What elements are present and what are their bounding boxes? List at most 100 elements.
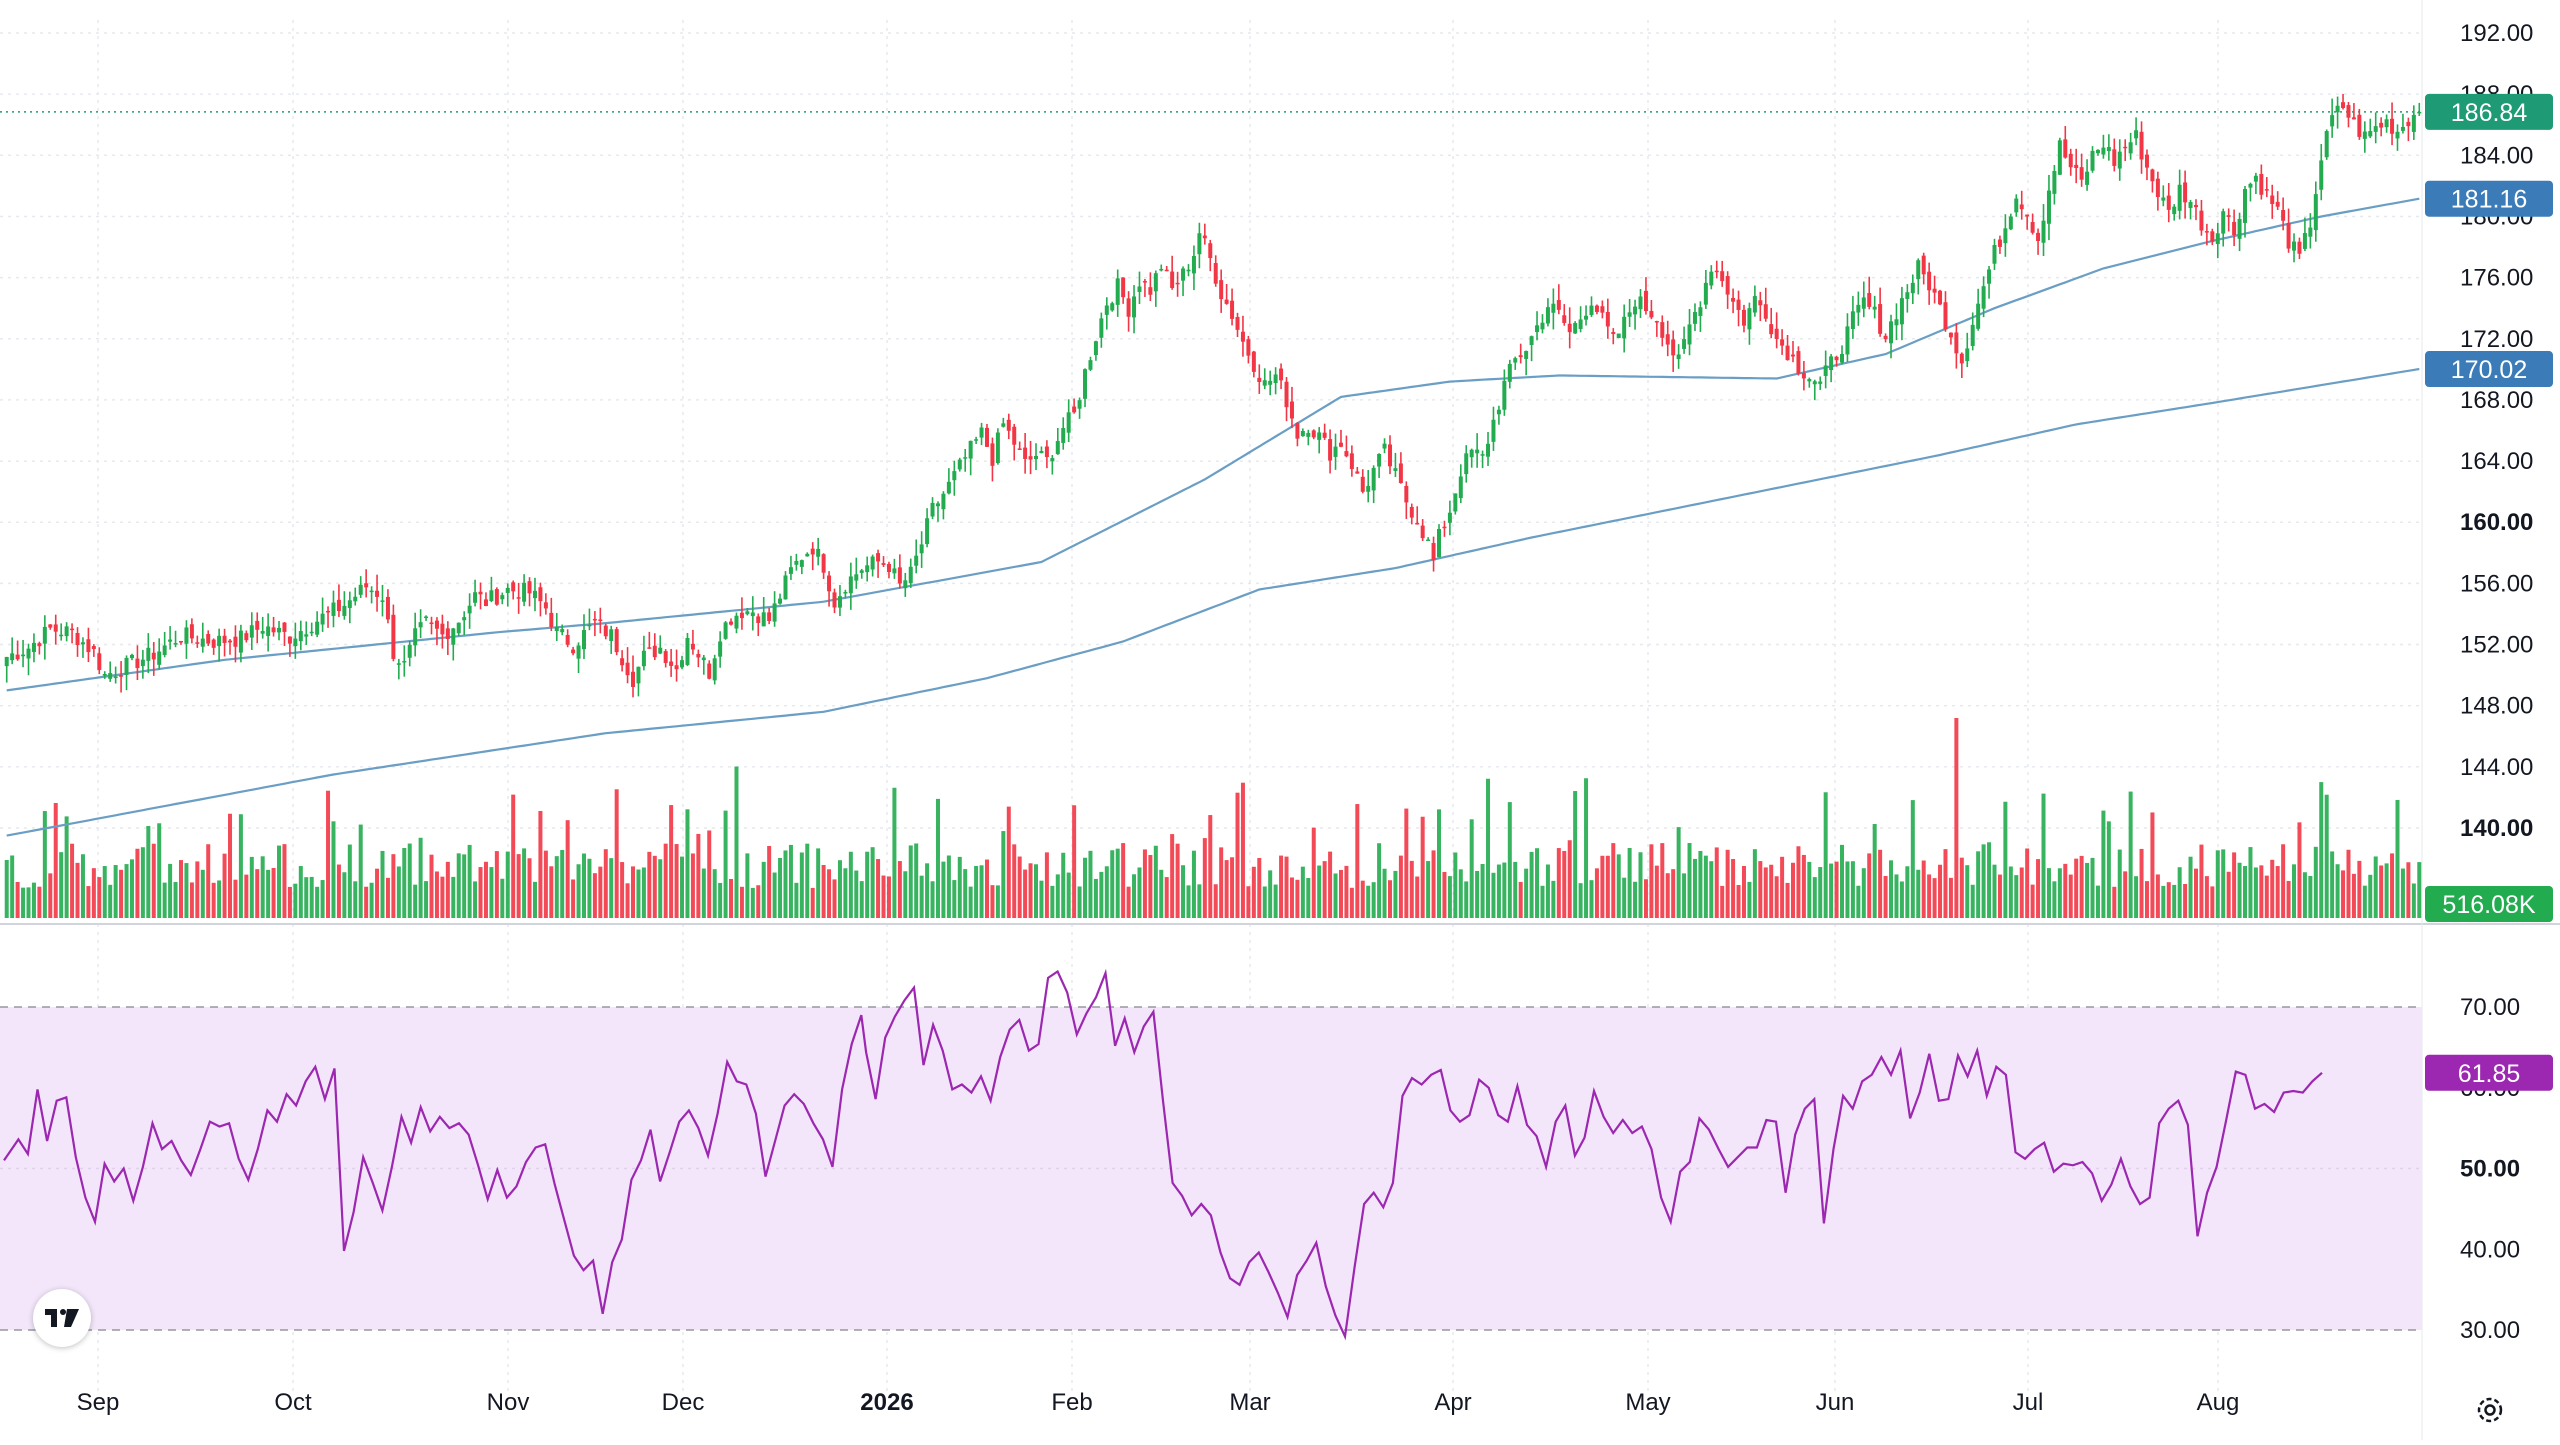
volume-bar (1349, 887, 1354, 918)
candle-body (598, 619, 603, 621)
gear-icon[interactable] (2470, 1390, 2510, 1430)
candle-body (2368, 131, 2373, 137)
candle-body (2297, 241, 2302, 254)
candle-body (1507, 363, 1512, 382)
volume-bar (1137, 867, 1142, 918)
volume-bar (59, 852, 64, 918)
candle-body (576, 645, 581, 659)
volume-bar (86, 886, 91, 918)
volume-bar (2270, 859, 2275, 918)
candle-body (1622, 316, 1627, 339)
volume-bar (1910, 800, 1915, 918)
rsi-axis-label: 50.00 (2460, 1156, 2520, 1183)
candle-body (10, 653, 15, 661)
volume-bar (658, 859, 663, 918)
volume-bar (1643, 879, 1648, 918)
candle-body (2090, 150, 2095, 171)
candle-body (1213, 263, 1218, 284)
volume-bar (424, 881, 429, 918)
volume-bar (129, 859, 134, 918)
candle-body (1970, 324, 1975, 346)
price-axis-label: 176.00 (2460, 265, 2533, 292)
tradingview-logo-icon[interactable] (33, 1289, 91, 1347)
candle-body (903, 580, 908, 589)
candle-body (206, 634, 211, 644)
candle-body (157, 651, 162, 665)
candle-body (1932, 288, 1937, 293)
volume-bar (467, 844, 472, 918)
candle-body (440, 623, 445, 635)
volume-bar (1115, 848, 1120, 918)
volume-bar (1083, 857, 1088, 918)
candle-body (1289, 401, 1294, 419)
volume-bar (837, 860, 842, 918)
volume-bar (1938, 864, 1943, 918)
candle-body (2253, 175, 2258, 182)
volume-bar (2330, 851, 2335, 918)
volume-bar (75, 862, 80, 918)
volume-bar (1545, 864, 1550, 918)
candle-body (211, 639, 216, 648)
candle-body (342, 605, 347, 616)
volume-bar (1486, 778, 1491, 918)
candle-body (1513, 358, 1518, 363)
volume-bar (2155, 874, 2160, 918)
candle-body (1540, 322, 1545, 330)
volume-bar (494, 851, 499, 918)
candle-body (2302, 233, 2307, 249)
candle-body (984, 427, 989, 447)
volume-bar (1132, 874, 1137, 918)
candle-body (1878, 304, 1883, 334)
volume-bar (631, 866, 636, 918)
candle-body (1159, 268, 1164, 271)
volume-bar (2112, 886, 2117, 918)
volume-bar (565, 820, 570, 918)
volume-bar (26, 887, 31, 918)
volume-bar (1845, 861, 1850, 918)
volume-bar (2106, 821, 2111, 918)
candle-body (108, 673, 113, 679)
candle-body (113, 676, 118, 679)
volume-bar (2384, 863, 2389, 918)
candle-body (2324, 131, 2329, 158)
candle-body (26, 648, 31, 659)
candle-body (15, 654, 20, 660)
volume-bar (1502, 862, 1507, 918)
candle-body (2248, 183, 2253, 188)
volume-bar (2188, 856, 2193, 918)
volume-bar (2041, 793, 2046, 918)
candle-body (1987, 269, 1992, 284)
volume-bar (1981, 844, 1986, 918)
candle-body (369, 590, 374, 593)
ma-long-badge-text: 170.02 (2451, 356, 2527, 384)
candle-body (1088, 360, 1093, 370)
last-price-badge-text: 186.84 (2451, 99, 2528, 127)
time-axis-label: Mar (1229, 1389, 1270, 1416)
candle-body (1415, 522, 1420, 525)
candle-body (690, 643, 695, 650)
volume-bar (620, 862, 625, 918)
volume-bar (1807, 861, 1812, 918)
volume-bar (1382, 868, 1387, 918)
candle-body (1556, 300, 1561, 310)
volume-bar (473, 881, 478, 918)
candle-body (1976, 303, 1981, 329)
candle-body (80, 642, 85, 645)
volume-bar (1017, 856, 1022, 918)
rsi-badge-bg (2425, 1054, 2553, 1091)
volume-bar (140, 847, 145, 918)
volume-bar (886, 876, 891, 918)
volume-bar (701, 868, 706, 918)
volume-bar (2052, 881, 2057, 918)
candle-body (685, 638, 690, 665)
candle-body (1437, 528, 1442, 558)
candle-body (609, 629, 614, 642)
volume-bar (391, 854, 396, 918)
candle-body (418, 622, 423, 628)
volume-bar (2221, 849, 2226, 918)
volume-bar (1649, 844, 1654, 918)
volume-bar (445, 861, 450, 918)
volume-bar (690, 853, 695, 918)
